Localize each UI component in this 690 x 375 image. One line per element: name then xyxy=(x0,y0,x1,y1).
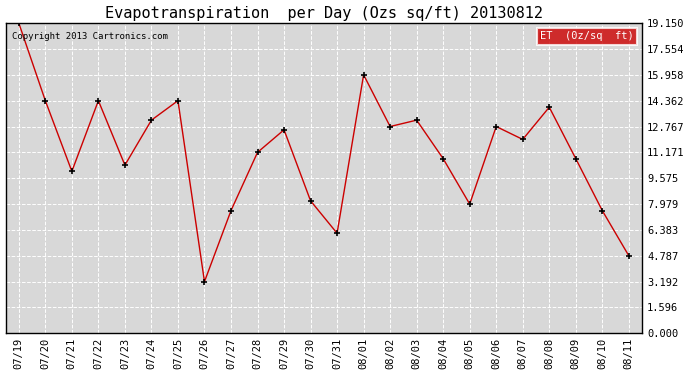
Title: Evapotranspiration  per Day (Ozs sq/ft) 20130812: Evapotranspiration per Day (Ozs sq/ft) 2… xyxy=(105,6,543,21)
Legend: ET  (0z/sq  ft): ET (0z/sq ft) xyxy=(537,28,637,45)
Text: Copyright 2013 Cartronics.com: Copyright 2013 Cartronics.com xyxy=(12,32,168,41)
